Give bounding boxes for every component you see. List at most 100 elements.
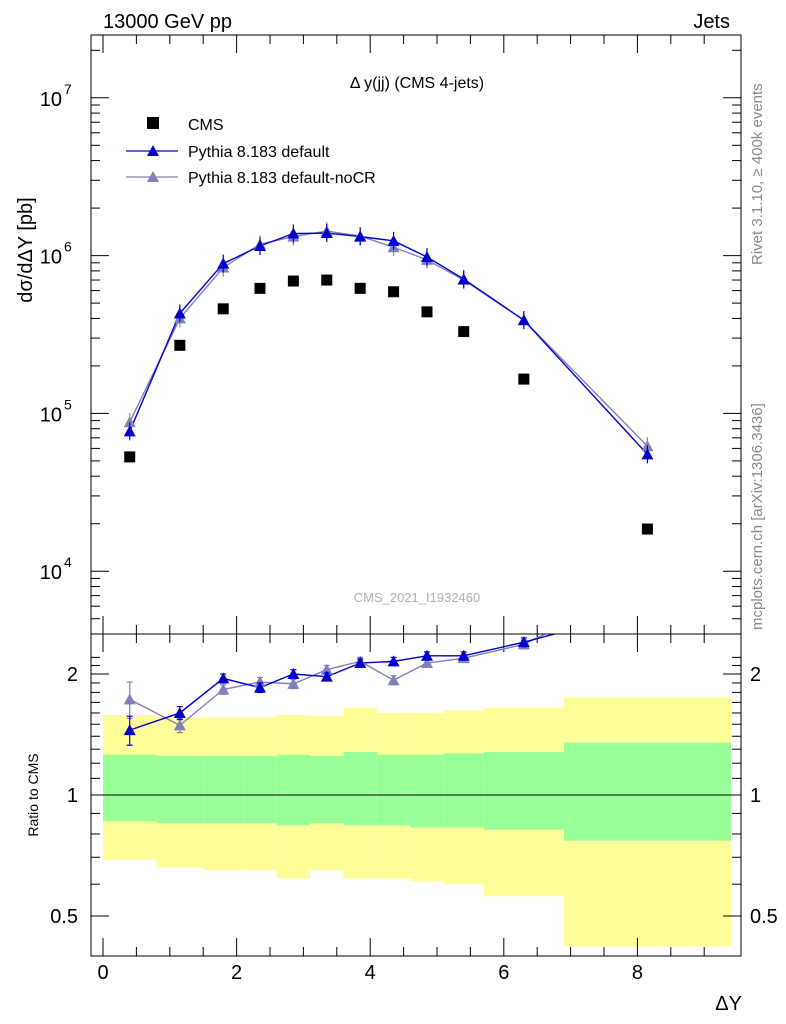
y-tick-label-exponent: 5: [64, 396, 72, 412]
uncertainty-band-inner: [376, 754, 411, 826]
default-data-point: [641, 448, 654, 460]
cms-data-point: [124, 451, 136, 463]
nocr-ratio-point: [420, 657, 433, 669]
category-label: Jets: [693, 11, 730, 33]
y-tick-label: 10: [40, 89, 62, 111]
default-ratio-point: [173, 706, 186, 718]
nocr-data-point: [123, 416, 136, 428]
cms-data-point: [388, 286, 400, 298]
cms-data-point: [287, 275, 299, 287]
default-ratio-point: [320, 670, 333, 682]
uncertainty-band-inner: [156, 756, 204, 824]
uncertainty-band-inner: [563, 742, 731, 841]
nocr-series-line: [129, 230, 648, 447]
nocr-ratio-point: [253, 676, 266, 688]
legend-nocr-label: Pythia 8.183 default-noCR: [188, 170, 376, 187]
source-label: mcplots.cern.ch [arXiv:1306.3436]: [749, 403, 766, 630]
default-ratio-point: [287, 668, 300, 679]
default-ratio-point: [217, 672, 230, 684]
cms-data-point: [458, 326, 470, 338]
ratio-y-tick-label-right: 0.5: [750, 906, 778, 928]
cms-data-point: [321, 274, 333, 286]
default-ratio-point: [420, 649, 433, 661]
y-tick-label: 10: [40, 247, 62, 269]
default-data-point: [123, 425, 136, 437]
default-ratio-point: [123, 724, 136, 736]
default-ratio-point: [641, 603, 653, 614]
uncertainty-band-inner: [103, 754, 157, 822]
plot-title: Δ y(jj) (CMS 4-jets): [350, 75, 484, 92]
uncertainty-band-inner: [343, 751, 377, 826]
legend-default-marker: [147, 145, 159, 156]
main-series: [123, 222, 654, 535]
ratio-series-clipped: [123, 578, 653, 746]
ratio-y-tick-label: 2: [67, 664, 78, 686]
analysis-watermark: CMS_2021_I1932460: [354, 590, 481, 605]
ratio-frame: [90, 633, 742, 957]
default-ratio-point: [457, 649, 470, 661]
nocr-ratio-point: [217, 683, 230, 695]
uncertainty-band-inner: [243, 756, 277, 824]
default-data-point: [387, 234, 400, 246]
x-tick-label: 4: [365, 962, 376, 984]
rivet-label: Rivet 3.1.10, ≥ 400k events: [749, 83, 766, 265]
uncertainty-band-inner: [443, 753, 484, 828]
default-ratio-line: [129, 634, 558, 731]
default-ratio-point: [517, 636, 530, 648]
default-data-point: [320, 227, 333, 239]
ratio-y-tick-label: 1: [67, 785, 78, 807]
x-tick-label: 0: [97, 962, 108, 984]
ratio-y-axis-label: Ratio to CMS: [25, 753, 41, 836]
uncertainty-band-inner: [310, 756, 344, 824]
cms-data-point: [217, 303, 229, 315]
default-ratio-point: [253, 681, 266, 693]
main-panel: Δ y(jj) (CMS 4-jets) CMS_2021_I1932460 d…: [15, 34, 742, 635]
default-data-point: [253, 240, 266, 252]
default-data-point: [457, 273, 470, 285]
cms-data-point: [421, 306, 433, 318]
default-data-point: [517, 314, 530, 326]
uncertainty-band-inner: [483, 751, 564, 830]
nocr-ratio-point: [173, 719, 186, 731]
energy-label: 13000 GeV pp: [103, 11, 232, 33]
ratio-bands: [91, 697, 741, 947]
default-data-point: [287, 227, 300, 239]
default-ratio-point: [387, 655, 400, 667]
y-axis-label: dσ/dΔY [pb]: [15, 197, 37, 302]
default-ratio-point: [354, 657, 367, 669]
default-data-point: [173, 307, 186, 319]
ratio-series: [123, 578, 653, 746]
default-data-point: [354, 230, 367, 242]
nocr-ratio-point: [641, 578, 653, 589]
y-tick-label-exponent: 4: [64, 554, 72, 570]
uncertainty-band-inner: [276, 754, 311, 826]
x-axis-label: ΔY: [715, 993, 742, 1015]
default-data-point: [420, 250, 433, 262]
legend-default-label: Pythia 8.183 default: [188, 144, 330, 161]
x-tick-label: 2: [231, 962, 242, 984]
nocr-ratio-point: [287, 677, 300, 689]
legend: CMS Pythia 8.183 default Pythia 8.183 de…: [126, 117, 376, 187]
nocr-ratio-point: [123, 693, 136, 705]
cms-data-point: [354, 282, 366, 294]
y-tick-label: 10: [40, 404, 62, 426]
legend-nocr-marker: [147, 171, 159, 182]
legend-cms-label: CMS: [188, 117, 224, 134]
legend-cms-marker: [147, 117, 159, 129]
y-tick-label-exponent: 7: [64, 81, 72, 97]
ratio-y-tick-label: 0.5: [50, 906, 78, 928]
cms-data-point: [641, 523, 653, 535]
nocr-ratio-point: [387, 674, 400, 686]
x-tick-label: 8: [632, 962, 643, 984]
default-series-line: [129, 232, 648, 455]
ratio-panel: 0.5 0.5 1 1 2 2 0 2 4 6 8 Ratio to CMS ΔY: [25, 578, 778, 1015]
nocr-ratio-point: [320, 663, 333, 675]
default-data-point: [217, 257, 230, 269]
nocr-ratio-line: [129, 634, 547, 727]
ratio-y-tick-label-right: 2: [750, 664, 761, 686]
cms-data-point: [254, 282, 266, 294]
ratio-y-tick-label-right: 1: [750, 785, 761, 807]
x-tick-label: 6: [498, 962, 509, 984]
